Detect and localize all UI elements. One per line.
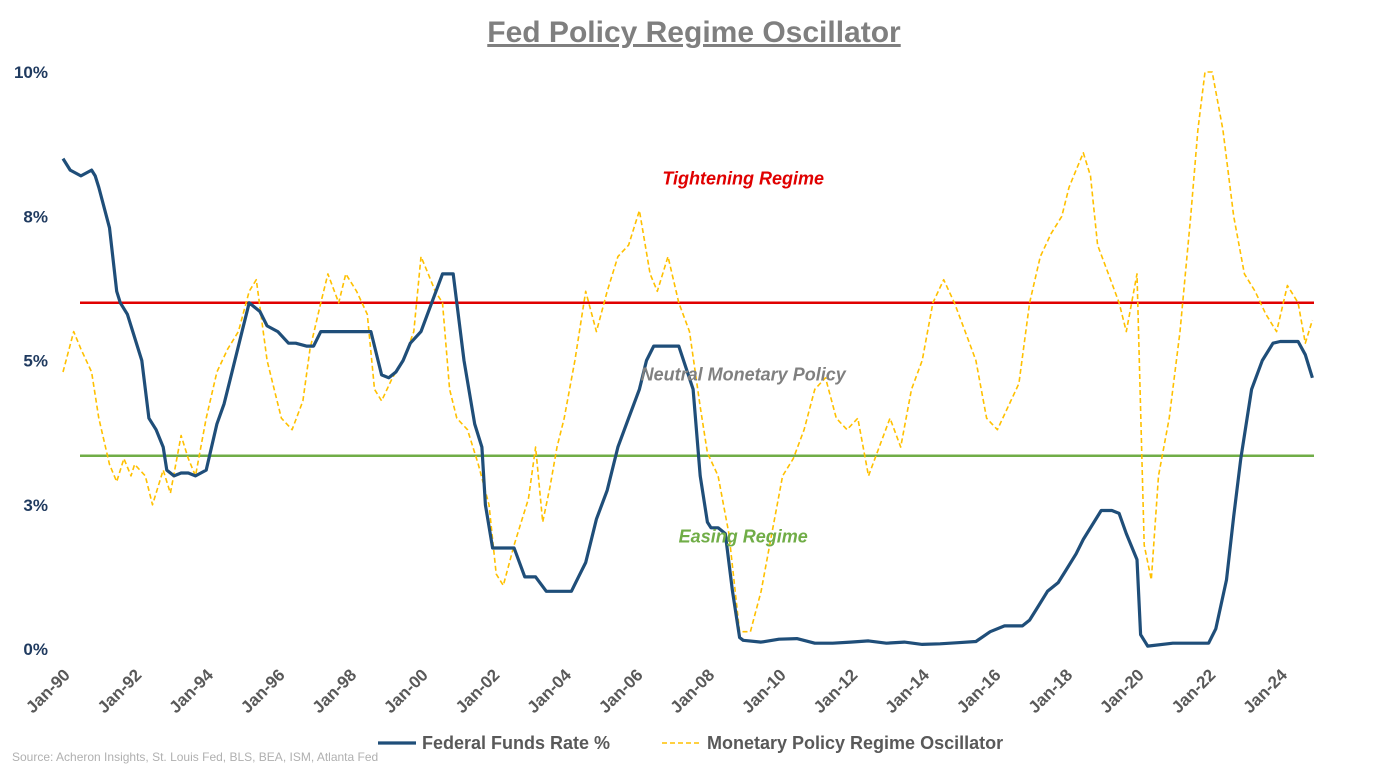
tightening-regime-label: Tightening Regime	[662, 169, 824, 189]
legend-label: Monetary Policy Regime Oscillator	[707, 733, 1003, 753]
x-tick-label: Jan-20	[1096, 665, 1148, 717]
x-tick-label: Jan-06	[595, 665, 647, 717]
x-tick-label: Jan-08	[667, 665, 719, 717]
x-axis: Jan-90 Jan-92 Jan-94 Jan-96 Jan-98 Jan-00 Jan-…	[22, 665, 1291, 717]
x-tick-label: Jan-14	[881, 665, 933, 717]
regime-annotations: Tightening Regime Neutral Monetary Policy…	[641, 169, 847, 547]
legend: Federal Funds Rate % Monetary Policy Regi…	[378, 733, 1003, 753]
x-tick-label: Jan-00	[380, 665, 432, 717]
x-tick-label: Jan-92	[94, 665, 146, 717]
x-tick-label: Jan-02	[452, 665, 504, 717]
x-tick-label: Jan-98	[309, 665, 361, 717]
y-tick-label: 10%	[14, 63, 48, 82]
x-tick-label: Jan-90	[22, 665, 74, 717]
x-tick-label: Jan-96	[237, 665, 289, 717]
oscillator-line	[62, 71, 1314, 633]
x-tick-label: Jan-94	[165, 665, 217, 717]
chart-title: Fed Policy Regime Oscillator	[487, 16, 901, 49]
x-tick-label: Jan-24	[1239, 665, 1291, 717]
legend-label: Federal Funds Rate %	[422, 733, 610, 753]
series-group	[61, 71, 1314, 648]
source-note: Source: Acheron Insights, St. Louis Fed,…	[12, 750, 378, 764]
x-tick-label: Jan-04	[523, 665, 575, 717]
x-tick-label: Jan-10	[738, 665, 790, 717]
y-tick-label: 5%	[23, 352, 48, 371]
x-tick-label: Jan-22	[1168, 665, 1220, 717]
y-tick-label: 8%	[23, 207, 48, 226]
y-tick-label: 3%	[23, 496, 48, 515]
x-tick-label: Jan-16	[953, 665, 1005, 717]
fed-funds-rate-line	[61, 157, 1314, 648]
neutral-policy-label: Neutral Monetary Policy	[641, 365, 847, 385]
y-axis: 0% 3% 5% 8% 10%	[14, 63, 48, 659]
y-tick-label: 0%	[23, 640, 48, 659]
x-tick-label: Jan-18	[1025, 665, 1077, 717]
x-tick-label: Jan-12	[810, 665, 862, 717]
easing-regime-label: Easing Regime	[679, 526, 808, 546]
